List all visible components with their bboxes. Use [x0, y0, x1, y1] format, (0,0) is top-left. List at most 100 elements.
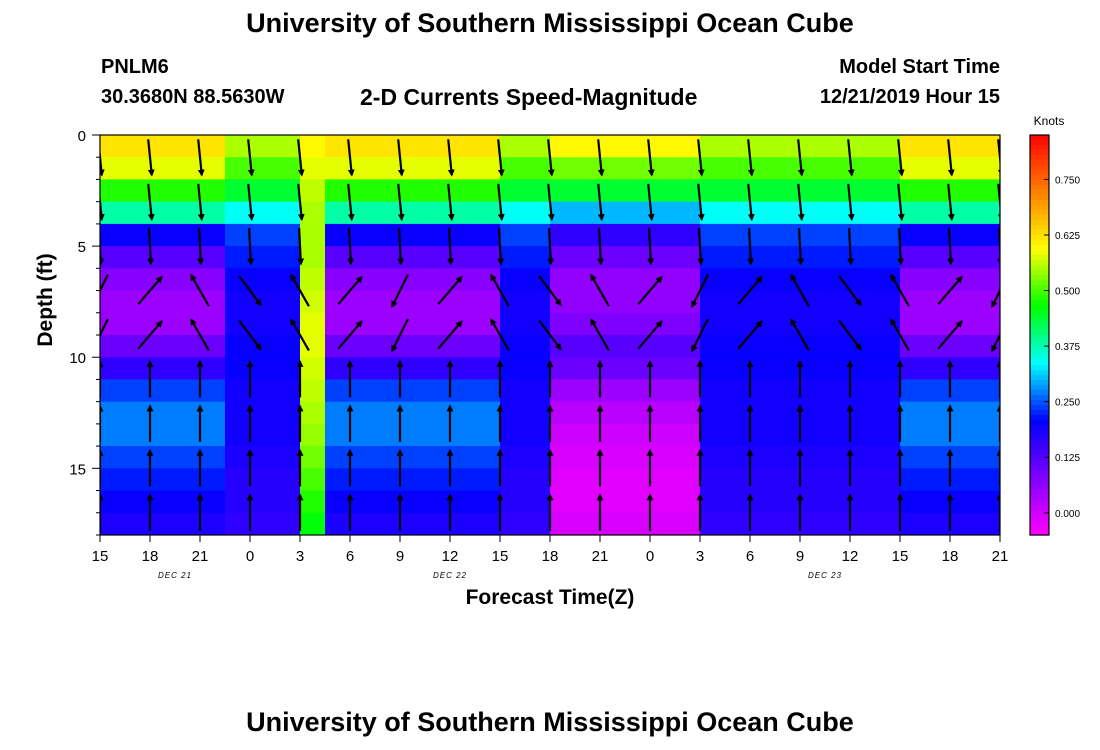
heatmap-cell — [550, 201, 576, 225]
heatmap-cell — [175, 401, 201, 425]
colorbar-segment — [1030, 500, 1049, 506]
heatmap-cell — [950, 268, 976, 292]
heatmap-cell — [400, 401, 426, 425]
heatmap-cell — [725, 135, 751, 158]
heatmap-cell — [550, 512, 576, 535]
heatmap-cell — [150, 512, 176, 535]
heatmap-cell — [375, 490, 401, 514]
heatmap-cell — [400, 157, 426, 180]
colorbar-segment — [1030, 350, 1049, 356]
current-vector — [697, 183, 705, 222]
heatmap-cell — [125, 157, 151, 180]
heatmap-cell — [600, 446, 626, 469]
current-vector — [347, 183, 355, 222]
colorbar-segment — [1030, 470, 1049, 476]
heatmap-cell — [825, 401, 851, 425]
y-tick-label: 5 — [78, 239, 86, 256]
heatmap-cell — [675, 135, 701, 158]
heatmap-cell — [125, 201, 151, 225]
heatmap-cell — [125, 423, 151, 447]
heatmap-cell — [675, 446, 701, 469]
date-label: DEC 22 — [433, 571, 467, 580]
current-vector — [590, 273, 610, 307]
heatmap-cell — [300, 490, 326, 514]
current-vector — [247, 228, 255, 266]
heatmap-cell — [475, 357, 501, 380]
heatmap-cell — [925, 268, 951, 292]
heatmap-cell — [525, 401, 551, 425]
heatmap-cell — [475, 312, 501, 336]
x-tick-label: 18 — [142, 548, 159, 565]
heatmap-cell — [200, 379, 226, 403]
heatmap-cell — [775, 201, 801, 225]
current-vector — [347, 139, 355, 177]
colorbar-segment — [1030, 165, 1049, 171]
heatmap-cell — [675, 201, 701, 225]
heatmap-cell — [625, 268, 651, 292]
current-vector — [391, 318, 409, 353]
current-vector — [247, 139, 255, 177]
heatmap-cell — [450, 157, 476, 180]
heatmap-cell — [225, 179, 251, 203]
heatmap-cell — [825, 290, 851, 314]
heatmap-cell — [675, 423, 701, 447]
colorbar-segment — [1030, 505, 1049, 511]
heatmap-cell — [675, 312, 701, 336]
current-vector — [538, 319, 562, 351]
heatmap-cell — [525, 357, 551, 380]
heatmap-cell — [425, 179, 451, 203]
heatmap-cell — [875, 268, 901, 292]
heatmap-cell — [925, 468, 951, 492]
y-tick-label: 0 — [78, 128, 86, 145]
heatmap-cell — [875, 401, 901, 425]
heatmap-cell — [400, 179, 426, 203]
heatmap-cell — [775, 290, 801, 314]
heatmap-cell — [325, 157, 351, 180]
colorbar-segment — [1030, 275, 1049, 281]
heatmap-cell — [225, 268, 251, 292]
heatmap-cell — [225, 246, 251, 269]
heatmap-cell — [875, 312, 901, 336]
heatmap-cell — [350, 135, 376, 158]
heatmap-cell — [450, 246, 476, 269]
current-vector — [538, 275, 562, 307]
heatmap-cell — [300, 401, 326, 425]
heatmap-cell — [325, 312, 351, 336]
heatmap-cell — [575, 223, 601, 247]
heatmap-cell — [500, 379, 526, 403]
heatmap-cell — [375, 512, 401, 535]
heatmap-cell — [650, 268, 676, 292]
heatmap-cell — [450, 490, 476, 514]
heatmap-cell — [275, 179, 301, 203]
heatmap-cell — [150, 468, 176, 492]
heatmap-cell — [200, 423, 226, 447]
chart-subtitle: 2-D Currents Speed-Magnitude — [360, 84, 698, 110]
heatmap-cell — [475, 135, 501, 158]
heatmap-cell — [200, 223, 226, 247]
heatmap-cell — [200, 512, 226, 535]
heatmap-cell — [350, 423, 376, 447]
current-vector — [597, 183, 605, 222]
heatmap-cell — [300, 268, 326, 292]
current-vector — [838, 319, 862, 351]
heatmap-cell — [275, 446, 301, 469]
heatmap-cell — [450, 446, 476, 469]
colorbar-segment — [1030, 200, 1049, 206]
current-vector — [838, 275, 862, 307]
colorbar-segment — [1030, 245, 1049, 251]
current-vector — [100, 190, 105, 222]
heatmap-cell — [375, 246, 401, 269]
heatmap-cell — [900, 490, 926, 514]
heatmap-cell — [600, 357, 626, 380]
heatmap-cell — [875, 468, 901, 492]
heatmap-cell — [500, 290, 526, 314]
heatmap-cell — [650, 201, 676, 225]
colorbar-segment — [1030, 250, 1049, 256]
heatmap-cell — [350, 512, 376, 535]
heatmap-cell — [400, 357, 426, 380]
heatmap-cell — [150, 290, 176, 314]
current-vector — [197, 183, 205, 222]
heatmap-cell — [775, 157, 801, 180]
current-vector — [497, 228, 505, 266]
heatmap-cell — [550, 490, 576, 514]
